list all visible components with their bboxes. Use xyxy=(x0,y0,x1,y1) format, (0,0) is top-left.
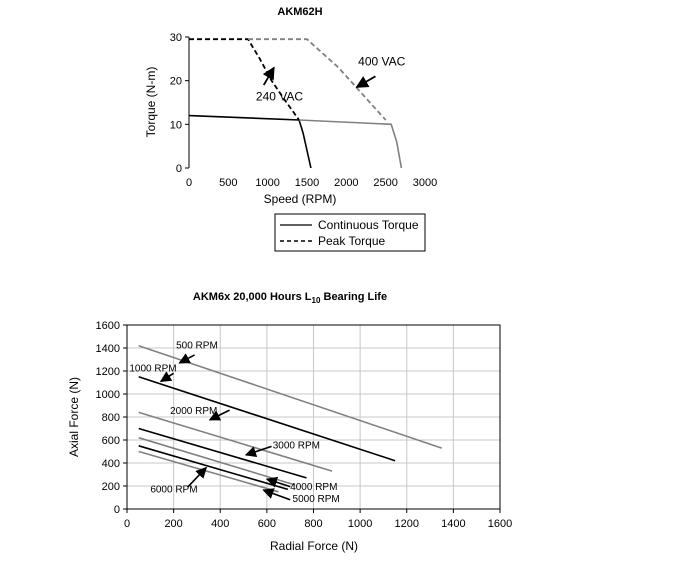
bearing-series-4000-rpm xyxy=(138,436,296,486)
torque-annotation-arrow xyxy=(355,75,376,88)
torque-x-tick-label: 3000 xyxy=(413,177,437,189)
bearing-chart-ylabel: Axial Force (N) xyxy=(67,377,81,457)
torque-y-tick-label: 20 xyxy=(170,76,182,88)
torque-chart-legend: Continuous Torque Peak Torque xyxy=(274,213,426,252)
bearing-series-1000-rpm xyxy=(138,376,396,462)
torque-x-tick-label: 500 xyxy=(219,177,237,189)
legend-peak-label: Peak Torque xyxy=(318,234,385,248)
bearing-x-tick-label: 1000 xyxy=(348,518,372,530)
bearing-annotation-arrow xyxy=(187,466,208,488)
torque-x-tick-label: 1500 xyxy=(295,177,319,189)
bearing-y-tick-label: 0 xyxy=(114,504,120,516)
bearing-x-tick-label: 200 xyxy=(164,518,182,530)
bearing-annotation-arrow xyxy=(244,445,272,458)
bearing-series-6000-rpm xyxy=(138,450,279,493)
torque-series-peak-240-vac xyxy=(189,38,300,121)
bearing-x-tick-label: 1400 xyxy=(441,518,465,530)
bearing-chart-axes: 0 200 400 600 800 1000 1200 1400 1600 0 200 400 600 8… xyxy=(96,320,513,530)
torque-annotation-label: 400 VAC xyxy=(358,54,405,68)
bearing-series-5000-rpm xyxy=(138,445,289,491)
bearing-x-tick-label: 600 xyxy=(258,518,276,530)
bearing-x-tick-label: 800 xyxy=(304,518,322,530)
torque-series-peak-400-vac xyxy=(248,38,387,121)
torque-y-tick-label: 30 xyxy=(170,32,182,44)
bearing-x-tick-label: 1200 xyxy=(395,518,419,530)
bearing-x-tick-label: 400 xyxy=(211,518,229,530)
bearing-series-label: 3000 RPM xyxy=(273,441,320,452)
bearing-annotation-arrow xyxy=(159,371,175,383)
bearing-series-label: 2000 RPM xyxy=(170,406,217,417)
bearing-chart-annotations: 500 RPM 1000 RPM 2000 RPM 3000 RPM 4000 RPM5… xyxy=(129,341,339,506)
bearing-annotation-arrow xyxy=(265,476,291,488)
torque-x-tick-label: 0 xyxy=(186,177,192,189)
torque-annotation-arrow xyxy=(262,66,275,86)
bearing-life-chart: AKM6x 20,000 Hours L10 Bearing Life 0 200… xyxy=(67,291,512,553)
bearing-series-label: 1000 RPM xyxy=(129,364,176,375)
bearing-series-label: 5000 RPM xyxy=(293,494,340,505)
bearing-y-tick-label: 1200 xyxy=(96,366,120,378)
torque-speed-chart: AKM62H 0 10 20 30 0 500 1000 1500 2000 2500 3000 2… xyxy=(144,6,437,252)
bearing-annotation-arrow xyxy=(208,409,230,421)
torque-y-tick-label: 10 xyxy=(170,119,182,131)
torque-x-tick-label: 2500 xyxy=(373,177,397,189)
torque-chart-xlabel: Speed (RPM) xyxy=(264,192,337,206)
bearing-y-tick-label: 200 xyxy=(102,481,120,493)
legend-continuous-label: Continuous Torque xyxy=(318,218,419,232)
bearing-y-tick-label: 1000 xyxy=(96,389,120,401)
bearing-y-tick-label: 800 xyxy=(102,412,120,424)
torque-series-continuous-400-vac xyxy=(299,119,403,169)
bearing-y-tick-label: 400 xyxy=(102,458,120,470)
bearing-x-tick-label: 1600 xyxy=(488,518,512,530)
bearing-y-tick-label: 600 xyxy=(102,435,120,447)
bearing-annotation-arrow xyxy=(262,488,291,501)
torque-series-continuous-240-vac xyxy=(188,114,312,169)
bearing-chart-title: AKM6x 20,000 Hours L10 Bearing Life xyxy=(193,291,387,305)
bearing-annotation-arrow xyxy=(178,353,195,364)
bearing-y-tick-label: 1600 xyxy=(96,320,120,332)
torque-chart-annotations: 240 VAC 400 VAC xyxy=(256,54,406,103)
bearing-series-label: 6000 RPM xyxy=(150,484,197,495)
torque-chart-series xyxy=(188,38,403,169)
torque-chart-axes: 0 10 20 30 0 500 1000 1500 2000 2500 3000 xyxy=(170,32,437,189)
torque-chart-ylabel: Torque (N-m) xyxy=(144,67,158,138)
torque-x-tick-label: 2000 xyxy=(334,177,358,189)
bearing-series-2000-rpm xyxy=(138,411,333,472)
bearing-series-label: 500 RPM xyxy=(176,341,218,352)
torque-chart-title: AKM62H xyxy=(277,6,322,18)
legend-box xyxy=(274,213,426,252)
bearing-series-label: 4000 RPM xyxy=(290,482,337,493)
bearing-x-tick-label: 0 xyxy=(124,518,130,530)
torque-y-tick-label: 0 xyxy=(176,163,182,175)
bearing-y-tick-label: 1400 xyxy=(96,343,120,355)
bearing-chart-xlabel: Radial Force (N) xyxy=(270,539,358,553)
bearing-chart-series xyxy=(138,344,442,493)
torque-annotation-label: 240 VAC xyxy=(256,89,303,103)
torque-x-tick-label: 1000 xyxy=(255,177,279,189)
bearing-series-3000-rpm xyxy=(138,427,307,479)
